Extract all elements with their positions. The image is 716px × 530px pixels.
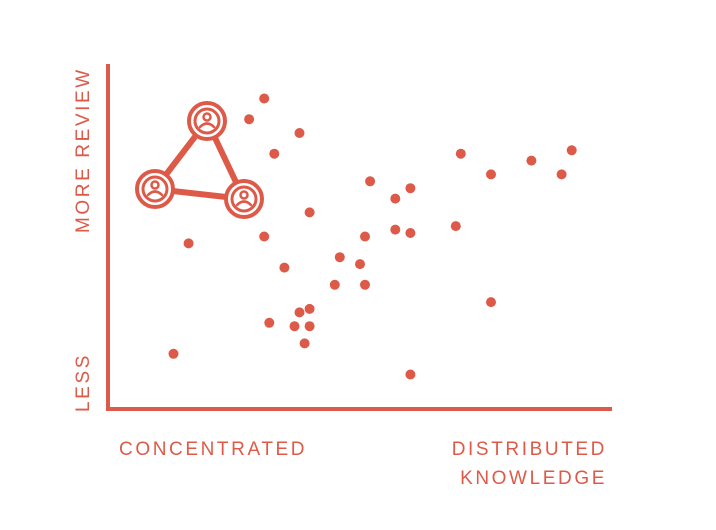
data-point-21 xyxy=(365,176,376,187)
data-point-24 xyxy=(390,224,401,235)
data-point-4 xyxy=(259,93,270,104)
data-point-30 xyxy=(486,297,496,308)
data-point-31 xyxy=(526,155,537,166)
x-axis-label-right-line2: KNOWLEDGE xyxy=(460,468,607,489)
data-point-7 xyxy=(279,262,290,273)
data-point-1 xyxy=(168,348,179,359)
data-point-25 xyxy=(405,228,416,238)
y-axis-label-top: MORE REVIEW xyxy=(73,67,94,233)
data-point-5 xyxy=(269,148,280,159)
x-axis-label-right-line1: DISTRIBUTED xyxy=(452,439,607,460)
person-node-right xyxy=(224,179,264,219)
data-point-20 xyxy=(360,279,370,290)
data-point-8 xyxy=(264,317,275,328)
person-node-top xyxy=(187,101,227,141)
data-point-12 xyxy=(304,321,315,332)
data-point-13 xyxy=(299,338,310,349)
data-point-33 xyxy=(566,145,577,156)
y-axis-label-bottom: LESS xyxy=(73,353,94,412)
data-point-6 xyxy=(259,231,270,242)
person-node-left xyxy=(135,169,175,209)
scatter-points xyxy=(168,93,577,380)
data-point-18 xyxy=(360,231,370,242)
data-point-15 xyxy=(289,321,300,332)
data-point-10 xyxy=(304,207,315,218)
data-point-19 xyxy=(355,259,365,270)
data-point-2 xyxy=(183,238,194,249)
data-point-27 xyxy=(450,221,461,232)
x-axis-label-left: CONCENTRATED xyxy=(119,439,307,460)
data-point-29 xyxy=(486,169,496,180)
data-point-26 xyxy=(405,369,416,380)
network-triangle-people-icon xyxy=(135,101,264,219)
data-point-23 xyxy=(405,183,416,194)
data-point-16 xyxy=(334,252,345,263)
data-point-22 xyxy=(390,193,401,204)
data-point-17 xyxy=(329,279,340,290)
data-point-11 xyxy=(294,307,305,318)
data-point-14 xyxy=(304,303,315,314)
data-point-3 xyxy=(244,114,255,125)
data-point-9 xyxy=(294,128,305,138)
data-point-28 xyxy=(455,148,466,159)
data-point-32 xyxy=(556,169,567,180)
